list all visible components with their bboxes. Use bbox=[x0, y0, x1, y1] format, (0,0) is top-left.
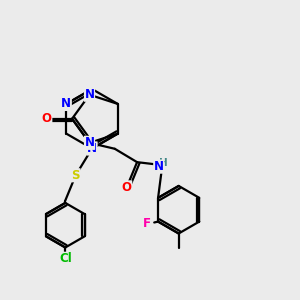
Text: N: N bbox=[87, 142, 97, 155]
Text: Cl: Cl bbox=[59, 252, 72, 265]
Text: O: O bbox=[42, 112, 52, 125]
Text: N: N bbox=[154, 160, 164, 173]
Text: N: N bbox=[85, 88, 94, 101]
Text: S: S bbox=[71, 169, 80, 182]
Text: F: F bbox=[143, 217, 151, 230]
Text: H: H bbox=[159, 158, 168, 168]
Text: O: O bbox=[122, 181, 132, 194]
Text: N: N bbox=[61, 98, 71, 110]
Text: N: N bbox=[85, 136, 94, 149]
